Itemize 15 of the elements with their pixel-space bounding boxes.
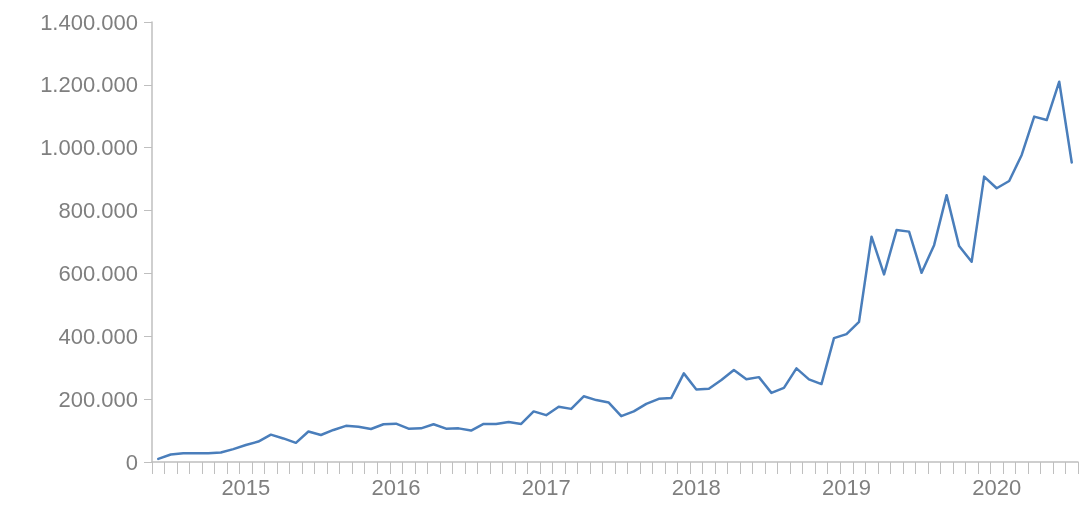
y-tick-label: 1.000.000 bbox=[40, 135, 138, 161]
y-tick-label: 200.000 bbox=[58, 386, 138, 412]
x-tick-label: 2020 bbox=[972, 474, 1022, 500]
y-tick-label: 400.000 bbox=[58, 323, 138, 349]
y-tick-label: 0 bbox=[125, 449, 138, 475]
y-tick-label: 800.000 bbox=[58, 198, 138, 224]
y-tick-label: 600.000 bbox=[58, 260, 138, 286]
line-series bbox=[157, 80, 1073, 461]
x-tick-label: 2017 bbox=[521, 474, 571, 500]
x-tick-label: 2018 bbox=[671, 474, 721, 500]
x-tick-label: 2015 bbox=[221, 474, 271, 500]
x-tick-label: 2019 bbox=[822, 474, 871, 500]
y-tick-label: 1.200.000 bbox=[40, 72, 138, 98]
y-tick-label: 1.400.000 bbox=[40, 9, 138, 35]
x-tick-label: 2016 bbox=[371, 474, 421, 500]
